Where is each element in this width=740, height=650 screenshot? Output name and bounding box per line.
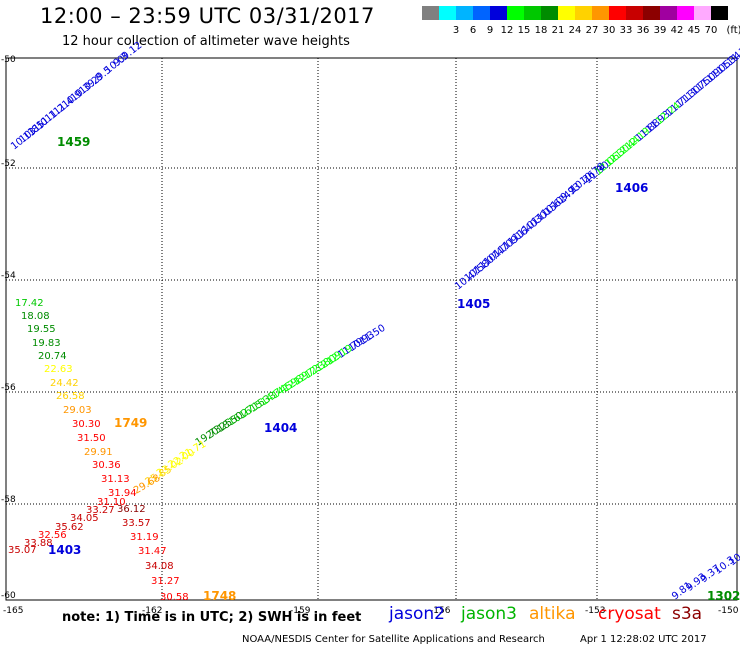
pass-number-label: 1459 <box>57 135 90 149</box>
satellite-name: altika <box>529 604 576 624</box>
legend-value: 9 <box>486 25 494 36</box>
lon-tick-label: -150 <box>718 606 739 616</box>
legend-swatch <box>677 6 694 20</box>
pass-number-label: 1748 <box>203 589 236 603</box>
satellite-name: jason2 <box>389 604 445 624</box>
legend-value: 3 <box>452 25 460 36</box>
wave-height-value: 31.13 <box>101 474 130 485</box>
satellite-name: jason3 <box>461 604 517 624</box>
pass-number-label: 1406 <box>615 181 648 195</box>
pass-number-label: 1749 <box>114 416 147 430</box>
lon-tick-label: -165 <box>3 606 23 616</box>
credit-text: NOAA/NESDIS Center for Satellite Applica… <box>242 634 545 645</box>
wave-height-value: 30.30 <box>72 419 101 430</box>
lat-tick-label: -50 <box>1 55 16 65</box>
legend-value: 12 <box>500 25 514 36</box>
legend-swatch <box>422 6 439 20</box>
footer-note: note: 1) Time is in UTC; 2) SWH is in fe… <box>62 610 362 625</box>
wave-height-value: 36.12 <box>117 504 146 515</box>
legend-value: 27 <box>585 25 599 36</box>
pass-number-label: 1403 <box>48 543 81 557</box>
wave-height-value: 19.55 <box>27 324 56 335</box>
wave-height-value: 31.27 <box>151 576 180 587</box>
wave-height-value: 31.50 <box>77 433 106 444</box>
satellite-name: cryosat <box>598 604 661 624</box>
wave-height-value: 34.08 <box>145 561 174 572</box>
legend-swatch <box>575 6 592 20</box>
legend-swatch <box>694 6 711 20</box>
wave-height-value: 33.27 <box>86 505 115 516</box>
generated-timestamp: Apr 1 12:28:02 UTC 2017 <box>580 634 707 645</box>
wave-height-value: 18.08 <box>21 311 50 322</box>
pass-number-label: 1302 <box>707 589 740 603</box>
legend-swatch <box>711 6 728 20</box>
wave-height-value: 33.88 <box>24 538 53 549</box>
wave-height-value: 10 <box>727 552 740 569</box>
wave-height-value: 26.58 <box>56 391 85 402</box>
legend-value: 21 <box>551 25 565 36</box>
pass-number-label: 1404 <box>264 421 297 435</box>
wave-height-value: 31.94 <box>108 488 137 499</box>
legend-swatch <box>592 6 609 20</box>
wave-height-value: 32.56 <box>38 530 67 541</box>
wave-height-value: 31.47 <box>138 546 167 557</box>
legend-swatch <box>541 6 558 20</box>
pass-number-label: 1405 <box>457 297 490 311</box>
wave-height-value: 31.19 <box>130 532 159 543</box>
wave-height-value: 17.42 <box>15 298 44 309</box>
wave-height-value: 31.10 <box>97 497 126 508</box>
lon-tick-label: -162 <box>142 606 162 616</box>
lat-tick-label: -54 <box>1 271 16 281</box>
legend-swatch <box>456 6 473 20</box>
wave-height-value: 22.63 <box>44 364 73 375</box>
satellite-name: s3a <box>672 604 703 624</box>
wave-height-value: 30.58 <box>160 592 189 603</box>
lon-tick-label: -153 <box>585 606 605 616</box>
legend-value: 15 <box>517 25 531 36</box>
legend-swatch <box>524 6 541 20</box>
lon-tick-label: -159 <box>290 606 311 616</box>
wave-height-value: 9.12 <box>120 40 144 62</box>
lat-tick-label: -60 <box>1 591 16 601</box>
map-frame <box>5 57 738 601</box>
wave-height-value: 19.83 <box>32 338 61 349</box>
legend-value: 18 <box>534 25 548 36</box>
legend-value: 33 <box>619 25 633 36</box>
wave-height-value: 29.91 <box>84 447 113 458</box>
legend-value: 70 <box>704 25 718 36</box>
wave-height-value: 35.07 <box>8 545 37 556</box>
wave-height-value: 35.62 <box>55 522 84 533</box>
legend-value: 30 <box>602 25 616 36</box>
legend-value: 6 <box>469 25 477 36</box>
legend-swatch <box>609 6 626 20</box>
map-title: 12:00 – 23:59 UTC 03/31/2017 <box>40 4 375 28</box>
legend-value: 42 <box>670 25 684 36</box>
lat-tick-label: -56 <box>1 383 16 393</box>
legend-value: 45 <box>687 25 701 36</box>
lat-tick-label: -58 <box>1 495 16 505</box>
lat-tick-label: -52 <box>1 159 16 169</box>
wave-height-value: 30.36 <box>92 460 121 471</box>
legend-swatch <box>558 6 575 20</box>
wave-height-value: 33.57 <box>122 518 151 529</box>
legend-swatch <box>507 6 524 20</box>
legend-swatch <box>660 6 677 20</box>
wave-height-value: 20.74 <box>38 351 67 362</box>
wave-height-value: 24.42 <box>50 378 79 389</box>
legend-swatch <box>626 6 643 20</box>
wave-height-value: 29.03 <box>63 405 92 416</box>
legend-unit: (ft) <box>726 25 740 36</box>
legend-swatch <box>490 6 507 20</box>
legend-swatch <box>473 6 490 20</box>
wave-height-value: 34.05 <box>70 513 99 524</box>
legend-value: 39 <box>653 25 667 36</box>
legend-swatch <box>439 6 456 20</box>
legend-value: 24 <box>568 25 582 36</box>
map-subtitle: 12 hour collection of altimeter wave hei… <box>62 34 350 49</box>
legend-value: 36 <box>636 25 650 36</box>
legend-swatch <box>643 6 660 20</box>
lon-tick-label: -156 <box>430 606 451 616</box>
